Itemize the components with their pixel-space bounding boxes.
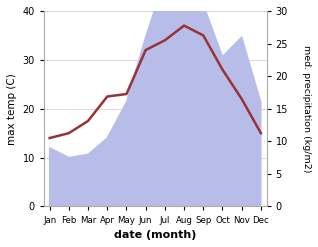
- X-axis label: date (month): date (month): [114, 230, 197, 240]
- Y-axis label: max temp (C): max temp (C): [7, 73, 17, 144]
- Y-axis label: med. precipitation (kg/m2): med. precipitation (kg/m2): [302, 45, 311, 172]
